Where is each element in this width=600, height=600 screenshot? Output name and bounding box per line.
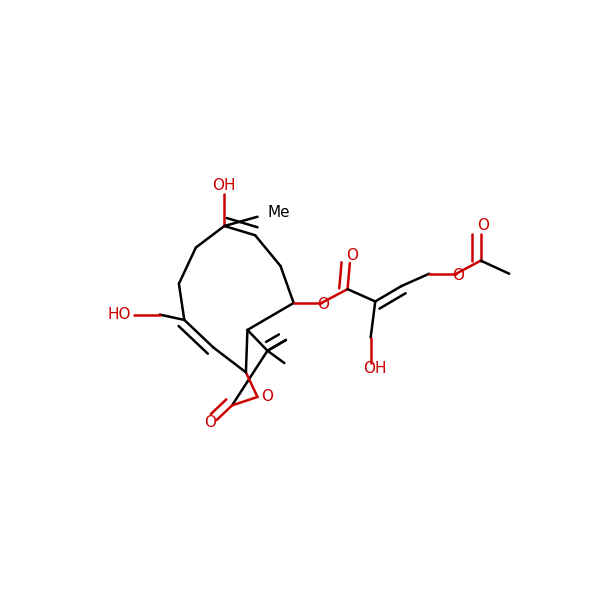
Text: OH: OH	[212, 178, 236, 193]
Text: O: O	[262, 389, 274, 404]
Text: O: O	[317, 297, 329, 312]
Text: OH: OH	[364, 361, 387, 376]
Text: O: O	[477, 218, 489, 233]
Text: O: O	[346, 248, 358, 263]
Text: O: O	[205, 415, 217, 430]
Text: Me: Me	[268, 205, 290, 220]
Text: HO: HO	[107, 307, 131, 322]
Text: O: O	[452, 268, 464, 283]
